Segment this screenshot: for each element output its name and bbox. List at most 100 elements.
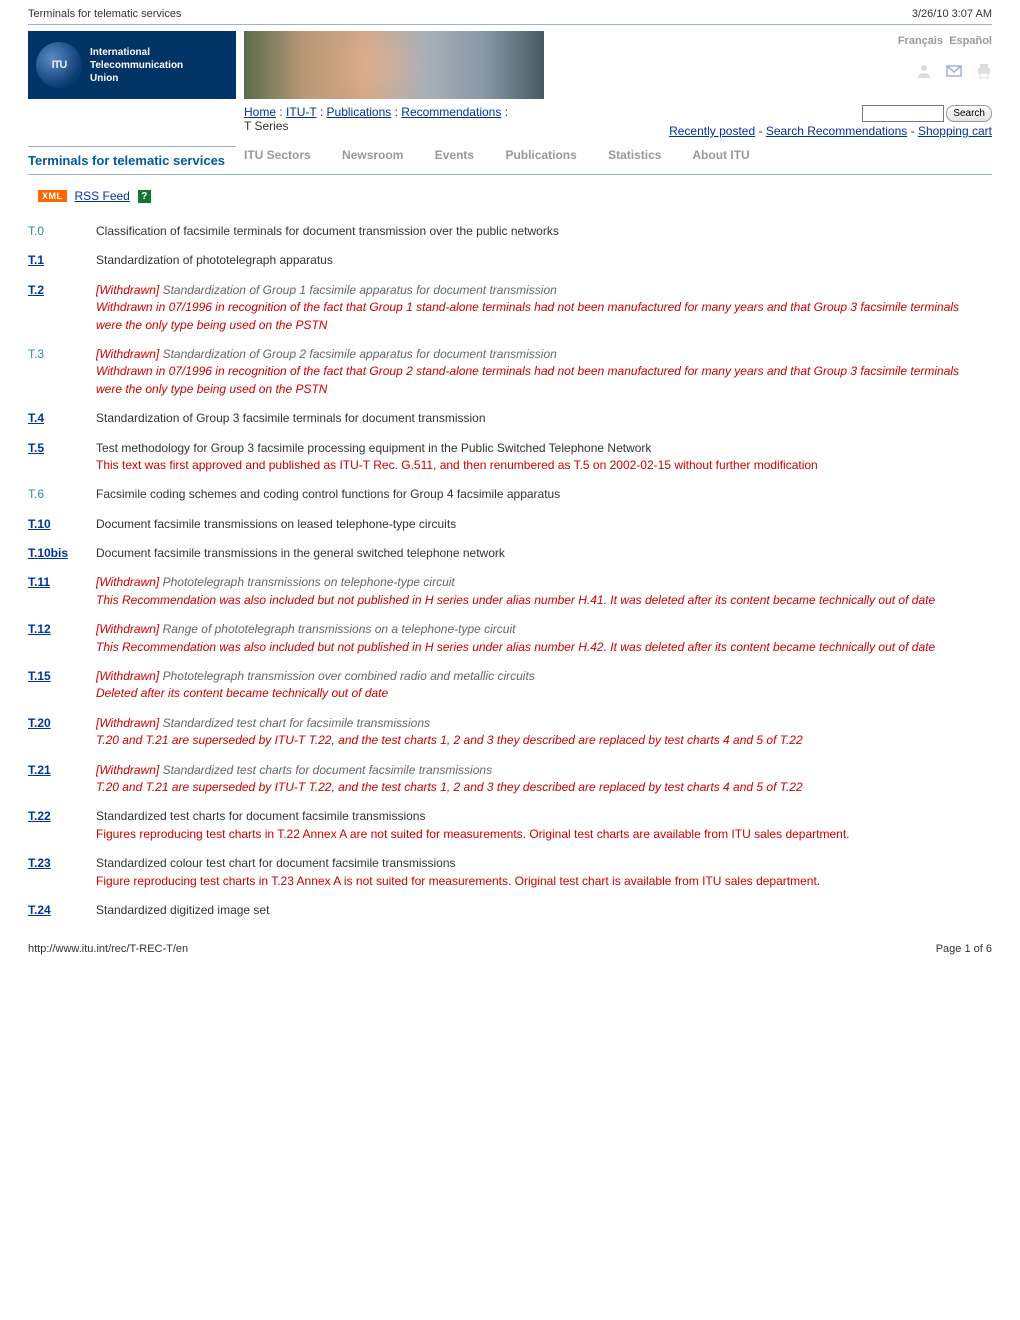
nav-statistics[interactable]: Statistics xyxy=(608,148,661,162)
rec-desc-cell: [Withdrawn] Standardization of Group 2 f… xyxy=(96,340,992,404)
rec-desc-cell: Test methodology for Group 3 facsimile p… xyxy=(96,434,992,481)
withdrawn-tag: [Withdrawn] xyxy=(96,347,163,361)
table-row: T.20 [Withdrawn] Standardized test chart … xyxy=(28,709,992,756)
rec-code-cell: T.24 xyxy=(28,896,96,925)
nav-events[interactable]: Events xyxy=(435,148,474,162)
logo-line: Union xyxy=(90,72,183,85)
rec-code-link[interactable]: T.15 xyxy=(28,669,51,683)
table-row: T.6 Facsimile coding schemes and coding c… xyxy=(28,480,992,509)
table-row: T.11 [Withdrawn] Phototelegraph transmiss… xyxy=(28,568,992,615)
rec-desc-cell: [Withdrawn] Standardized test chart for … xyxy=(96,709,992,756)
user-icon[interactable] xyxy=(916,63,932,79)
help-icon[interactable]: ? xyxy=(138,190,151,203)
nav-publications[interactable]: Publications xyxy=(505,148,576,162)
rec-desc-cell: Standardization of Group 3 facsimile ter… xyxy=(96,404,992,433)
rec-code-link[interactable]: T.4 xyxy=(28,411,44,425)
rec-code-link[interactable]: T.23 xyxy=(28,856,51,870)
table-row: T.23 Standardized colour test chart for d… xyxy=(28,849,992,896)
masthead: International Telecommunication Union Fr… xyxy=(28,25,992,99)
rec-code-link[interactable]: T.11 xyxy=(28,575,50,589)
rec-title: Standardization of Group 1 facsimile app… xyxy=(163,283,557,297)
rec-title: Document facsimile transmissions in the … xyxy=(96,546,505,560)
rec-code-link[interactable]: T.24 xyxy=(28,903,51,917)
rec-code-link[interactable]: T.22 xyxy=(28,809,51,823)
table-row: T.4 Standardization of Group 3 facsimile … xyxy=(28,404,992,433)
recently-posted-link[interactable]: Recently posted xyxy=(669,124,755,138)
rec-code-cell: T.3 xyxy=(28,340,96,404)
rec-code-link[interactable]: T.20 xyxy=(28,716,51,730)
rec-code-cell: T.11 xyxy=(28,568,96,615)
rec-desc-cell: Facsimile coding schemes and coding cont… xyxy=(96,480,992,509)
rec-code-cell: T.2 xyxy=(28,276,96,340)
rec-code-cell: T.6 xyxy=(28,480,96,509)
crumb-recommendations[interactable]: Recommendations xyxy=(401,105,501,119)
withdrawn-tag: [Withdrawn] xyxy=(96,575,163,589)
rec-desc-cell: Standardized colour test chart for docum… xyxy=(96,849,992,896)
rec-title: Facsimile coding schemes and coding cont… xyxy=(96,487,560,501)
search-recs-link[interactable]: Search Recommendations xyxy=(766,124,907,138)
xml-badge[interactable]: XML xyxy=(38,190,67,202)
rec-code-link[interactable]: T.10bis xyxy=(28,546,68,560)
lang-fr-link[interactable]: Français xyxy=(898,35,943,47)
rec-note: Withdrawn in 07/1996 in recognition of t… xyxy=(96,363,988,398)
timestamp: 3/26/10 3:07 AM xyxy=(912,8,992,20)
rec-desc-cell: Classification of facsimile terminals fo… xyxy=(96,217,992,246)
rec-code-cell: T.1 xyxy=(28,246,96,275)
rec-title: Phototelegraph transmissions on telephon… xyxy=(163,575,455,589)
nav-about[interactable]: About ITU xyxy=(692,148,749,162)
table-row: T.1Standardization of phototelegraph app… xyxy=(28,246,992,275)
rec-code-cell: T.22 xyxy=(28,802,96,849)
rss-feed-link[interactable]: RSS Feed xyxy=(75,189,130,203)
withdrawn-tag: [Withdrawn] xyxy=(96,669,163,683)
rec-code-cell: T.20 xyxy=(28,709,96,756)
crumb-tail: T Series xyxy=(244,119,669,133)
nav-newsroom[interactable]: Newsroom xyxy=(342,148,403,162)
rec-desc-cell: [Withdrawn] Phototelegraph transmission … xyxy=(96,662,992,709)
rec-code-link[interactable]: T.12 xyxy=(28,622,51,636)
sep: - xyxy=(759,124,763,138)
rec-code-link[interactable]: T.21 xyxy=(28,763,51,777)
itu-logo[interactable]: International Telecommunication Union xyxy=(28,31,236,99)
rec-code-link[interactable]: T.2 xyxy=(28,283,44,297)
rec-title: Standardization of Group 2 facsimile app… xyxy=(163,347,557,361)
rec-desc-cell: [Withdrawn] Range of phototelegraph tran… xyxy=(96,615,992,662)
rec-note: T.20 and T.21 are superseded by ITU-T T.… xyxy=(96,779,988,796)
crumb-sep: : xyxy=(395,105,398,119)
table-row: T.10bis Document facsimile transmissions … xyxy=(28,539,992,568)
rec-title: Range of phototelegraph transmissions on… xyxy=(163,622,516,636)
table-row: T.10 Document facsimile transmissions on … xyxy=(28,510,992,539)
crumb-itu-t[interactable]: ITU-T xyxy=(286,105,316,119)
nav-sectors[interactable]: ITU Sectors xyxy=(244,148,311,162)
crumb-home[interactable]: Home xyxy=(244,105,276,119)
rec-desc-cell: [Withdrawn] Standardization of Group 1 f… xyxy=(96,276,992,340)
rec-code-cell: T.21 xyxy=(28,756,96,803)
lang-es-link[interactable]: Español xyxy=(949,35,992,47)
rec-note: This Recommendation was also included bu… xyxy=(96,592,988,609)
crumb-sep: : xyxy=(505,105,508,119)
rec-code-text: T.6 xyxy=(28,487,44,501)
rec-title: Phototelegraph transmission over combine… xyxy=(163,669,535,683)
rec-title: Document facsimile transmissions on leas… xyxy=(96,517,456,531)
crumb-publications[interactable]: Publications xyxy=(327,105,392,119)
rec-title: Standardized test chart for facsimile tr… xyxy=(163,716,430,730)
withdrawn-tag: [Withdrawn] xyxy=(96,283,163,297)
contact-icon[interactable] xyxy=(946,63,962,79)
rec-title: Standardized digitized image set xyxy=(96,903,269,917)
rec-code-link[interactable]: T.10 xyxy=(28,517,51,531)
rec-code-link[interactable]: T.5 xyxy=(28,441,44,455)
rec-code-cell: T.10 xyxy=(28,510,96,539)
table-row: T.15 [Withdrawn] Phototelegraph transmiss… xyxy=(28,662,992,709)
search-button[interactable]: Search xyxy=(946,105,992,122)
shopping-cart-link[interactable]: Shopping cart xyxy=(918,124,992,138)
rec-code-text: T.3 xyxy=(28,347,44,361)
search-input[interactable] xyxy=(862,105,944,122)
rec-note: Figure reproducing test charts in T.23 A… xyxy=(96,873,988,890)
breadcrumb: Home : ITU-T : Publications : Recommenda… xyxy=(244,105,669,119)
rec-code-link[interactable]: T.1 xyxy=(28,253,44,267)
table-row: T.0Classification of facsimile terminals… xyxy=(28,217,992,246)
rec-title: Classification of facsimile terminals fo… xyxy=(96,224,559,238)
rec-note: Withdrawn in 07/1996 in recognition of t… xyxy=(96,299,988,334)
print-icon[interactable] xyxy=(976,63,992,79)
rec-title: Test methodology for Group 3 facsimile p… xyxy=(96,441,651,455)
withdrawn-tag: [Withdrawn] xyxy=(96,716,163,730)
